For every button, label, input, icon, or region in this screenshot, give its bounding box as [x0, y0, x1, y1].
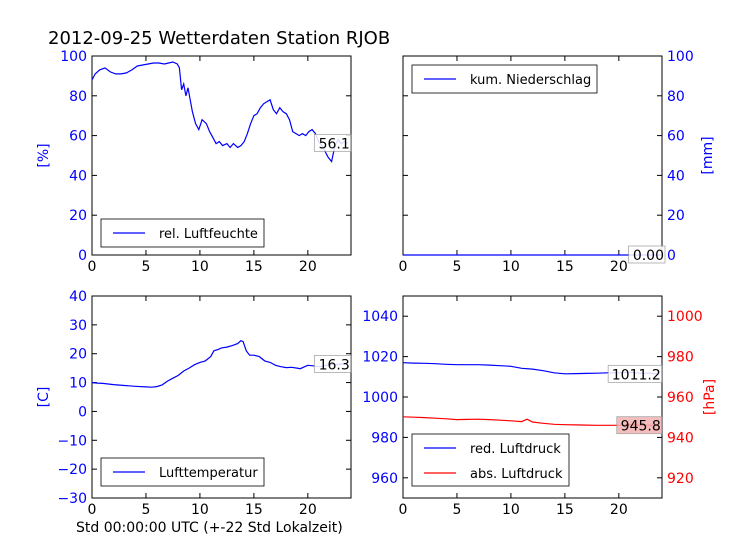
y-axis-label: [mm] — [700, 136, 716, 174]
x-tick-label: 0 — [399, 259, 408, 275]
pressure-panel: 0 5 10 15 20 960 980 1000 1020 1040 920 940 960 980 10… — [362, 295, 718, 518]
y-tick-label: 80 — [667, 89, 685, 105]
y-axis-label: [%] — [36, 143, 52, 167]
y-tick-label: 30 — [69, 318, 87, 334]
y-tick-label: 0 — [78, 248, 87, 264]
x-tick-label: 5 — [452, 502, 461, 518]
x-tick-label: 15 — [556, 502, 574, 518]
legend-label: abs. Luftdruck — [470, 467, 563, 482]
y-tick-label: 0 — [667, 248, 676, 264]
last-value-box — [628, 245, 666, 264]
y-tick-label: 100 — [60, 49, 87, 65]
last-value-label: 1011.2 — [612, 367, 661, 383]
precipitation-panel: 0 5 10 15 20 0 20 40 60 80 100 [mm] 0.00 kum. Nieders… — [399, 49, 716, 275]
y-tick-label: 1020 — [362, 350, 398, 366]
y-tick-label: 100 — [667, 49, 694, 65]
y-right-tick-label: 920 — [667, 471, 694, 487]
y-right-axis-label: [hPa] — [702, 379, 718, 415]
last-value-label: 56.1 — [319, 136, 350, 152]
last-value-label: 16.3 — [319, 357, 350, 373]
y-tick-label: 60 — [69, 129, 87, 145]
x-tick-label: 15 — [556, 259, 574, 275]
x-tick-label: 20 — [610, 259, 628, 275]
x-tick-label: 0 — [399, 502, 408, 518]
x-tick-label: 10 — [191, 502, 209, 518]
y-tick-label: 40 — [69, 289, 87, 305]
y-tick-label: 80 — [69, 89, 87, 105]
legend: Lufttemperatur — [100, 457, 265, 487]
x-tick-label: 0 — [88, 502, 97, 518]
y-right-tick-label: 980 — [667, 350, 694, 366]
y-tick-label: 1040 — [362, 309, 398, 325]
y-tick-label: 40 — [667, 168, 685, 184]
x-tick-label: 20 — [610, 502, 628, 518]
y-tick-label: −10 — [57, 433, 87, 449]
legend: rel. Luftfeuchte — [100, 218, 265, 248]
x-tick-label: 15 — [245, 502, 263, 518]
legend-label: rel. Luftfeuchte — [159, 227, 258, 242]
x-tick-label: 0 — [88, 259, 97, 275]
x-tick-label: 20 — [299, 259, 317, 275]
y-tick-label: −20 — [57, 462, 87, 478]
y-tick-label: 60 — [667, 129, 685, 145]
legend-label: red. Luftdruck — [470, 442, 561, 457]
humidity-panel: 0 5 10 15 20 0 20 40 60 80 100 [%] 56.1 rel. Luftfeuc… — [36, 49, 352, 275]
y-right-tick-label: 1000 — [667, 309, 703, 325]
last-value-box — [607, 364, 663, 383]
series-line — [91, 61, 349, 163]
y-tick-label: 0 — [78, 404, 87, 420]
y-tick-label: 960 — [371, 471, 398, 487]
x-tick-label: 20 — [299, 502, 317, 518]
y-tick-label: 980 — [371, 430, 398, 446]
y-tick-label: 1000 — [362, 390, 398, 406]
last-value-label: 0.00 — [633, 248, 664, 264]
last-value-label: 945.8 — [621, 419, 661, 435]
x-tick-label: 5 — [141, 502, 150, 518]
y-tick-label: 20 — [69, 208, 87, 224]
y-axis-label: [C] — [36, 387, 52, 408]
figure-title: 2012-09-25 Wetterdaten Station RJOB — [48, 28, 390, 49]
temperature-panel: 0 5 10 15 20 −30 −20 −10 0 10 20 30 40 [C] 16.3 Lufttem… — [36, 289, 352, 518]
last-value-box — [616, 416, 663, 435]
legend-label: Lufttemperatur — [159, 466, 258, 481]
y-tick-label: 20 — [667, 208, 685, 224]
x-tick-label: 5 — [452, 259, 461, 275]
x-tick-label: 15 — [245, 259, 263, 275]
y-right-tick-label: 940 — [667, 430, 694, 446]
legend: kum. Niederschlag — [411, 64, 598, 94]
y-tick-label: 40 — [69, 168, 87, 184]
x-tick-label: 10 — [502, 502, 520, 518]
x-axis-label: Std 00:00:00 UTC (+-22 Std Lokalzeit) — [76, 520, 343, 536]
last-value-box — [313, 354, 352, 373]
legend-box — [411, 433, 570, 487]
x-tick-label: 5 — [141, 259, 150, 275]
y-tick-label: 10 — [69, 376, 87, 392]
series-line — [91, 340, 348, 388]
x-tick-label: 10 — [502, 259, 520, 275]
y-right-tick-label: 960 — [667, 390, 694, 406]
y-tick-label: 20 — [69, 347, 87, 363]
legend: red. Luftdruck abs. Luftdruck — [411, 433, 570, 487]
y-tick-label: −30 — [57, 491, 87, 507]
legend-label: kum. Niederschlag — [470, 73, 591, 88]
last-value-box — [313, 133, 352, 152]
x-tick-label: 10 — [191, 259, 209, 275]
